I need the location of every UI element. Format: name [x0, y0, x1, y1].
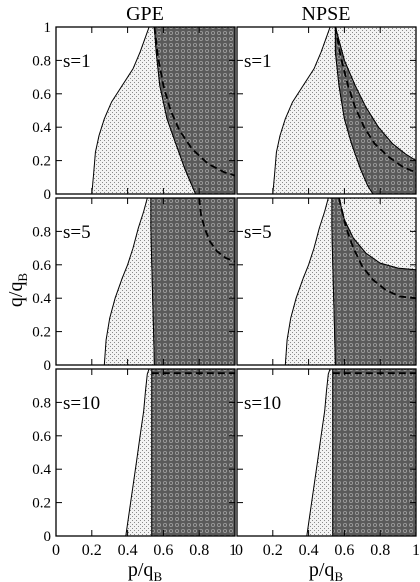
x-tick-label: 0: [52, 542, 60, 559]
panel-label: s=1: [244, 51, 272, 72]
dashed-curve: [153, 27, 235, 177]
dark-region: [151, 369, 235, 536]
x-tick-label: 0.6: [153, 542, 173, 559]
y-tick-label: 0: [44, 358, 52, 374]
x-tick-label: 0.2: [263, 542, 283, 559]
panel-2: s=1: [236, 26, 417, 195]
dashed-curve: [338, 198, 416, 300]
panel-label: s=5: [63, 222, 91, 243]
column-title-npse: NPSE: [302, 3, 351, 25]
panel-6: s=10 0 0.2 0.4 0.6 0.8 1: [235, 368, 420, 559]
x-tick-label: 1: [229, 542, 237, 559]
y-tick-label: 0.8: [32, 53, 51, 69]
y-tick-label: 1: [44, 20, 52, 36]
x-tick-label: 1: [412, 542, 420, 559]
y-tick-label: 0.8: [32, 395, 51, 411]
dashed-curve: [198, 198, 235, 263]
panel-frame: [236, 197, 417, 366]
x-axis-label-left-base: p/q: [128, 559, 154, 581]
dashed-curve: [334, 27, 416, 174]
x-tick-label: 0.4: [118, 542, 138, 559]
panel-1: s=1 0 0.2 0.4 0.6 0.8 1: [32, 20, 236, 203]
y-tick-label: 0.4: [32, 120, 51, 136]
x-tick-label: 0.6: [334, 542, 354, 559]
dark-region: [332, 369, 416, 536]
panel-frame: [55, 197, 236, 366]
x-tick-label: 0.8: [370, 542, 390, 559]
x-axis-label-right-base: p/q: [309, 559, 335, 581]
y-tick-label: 0.4: [32, 462, 51, 478]
dark-region: [153, 27, 235, 194]
svg-text:q/qB: q/qB: [5, 273, 30, 308]
panel-3: s=5 0 0.2 0.4 0.6 0.8: [32, 197, 236, 374]
panel-label: s=1: [63, 51, 91, 72]
panel-frame: [236, 26, 417, 195]
panel-frame: [55, 26, 236, 195]
panel-4: s=5: [236, 197, 417, 366]
dark-region: [334, 27, 416, 194]
y-tick-label: 0.2: [32, 325, 51, 341]
x-axis-label-right: p/qB: [309, 559, 344, 582]
y-tick-label: 0.8: [32, 224, 51, 240]
y-axis-label-base: q/q: [5, 282, 27, 308]
x-tick-label: 0.4: [299, 542, 319, 559]
x-axis-label-right-sub: B: [334, 569, 343, 582]
y-tick-label: 0.6: [32, 258, 51, 274]
dark-region: [150, 198, 235, 365]
x-tick-label: 0: [235, 542, 243, 559]
panel-label: s=10: [63, 393, 100, 414]
y-tick-label: 0: [44, 529, 52, 545]
y-tick-label: 0.6: [32, 429, 51, 445]
panel-label: s=5: [244, 222, 272, 243]
y-axis-label: q/qB: [5, 273, 30, 308]
x-tick-label: 0.8: [189, 542, 209, 559]
x-tick-label: 0.2: [82, 542, 102, 559]
light-region-top: [338, 198, 416, 271]
y-axis-label-sub: B: [15, 273, 30, 282]
y-tick-label: 0.6: [32, 87, 51, 103]
panels: s=100.20.40.60.81s=1s=500.20.40.60.8 s=5s…: [32, 20, 420, 559]
x-axis-label-left: p/qB: [128, 559, 163, 582]
y-tick-label: 0.2: [32, 154, 51, 170]
panel-frame: [55, 368, 236, 537]
panel-frame: [236, 368, 417, 537]
y-tick-label: 0.2: [32, 496, 51, 512]
panel-label: s=10: [244, 393, 281, 414]
column-title-gpe: GPE: [126, 3, 164, 25]
panel-5: s=10 0 0.2 0.4 0.6 0.8 1 0 0.2 0.4 0.6 0.8: [32, 368, 237, 559]
y-tick-label: 0: [44, 187, 52, 203]
y-tick-label: 0.4: [32, 291, 51, 307]
x-axis-label-left-sub: B: [153, 569, 162, 582]
